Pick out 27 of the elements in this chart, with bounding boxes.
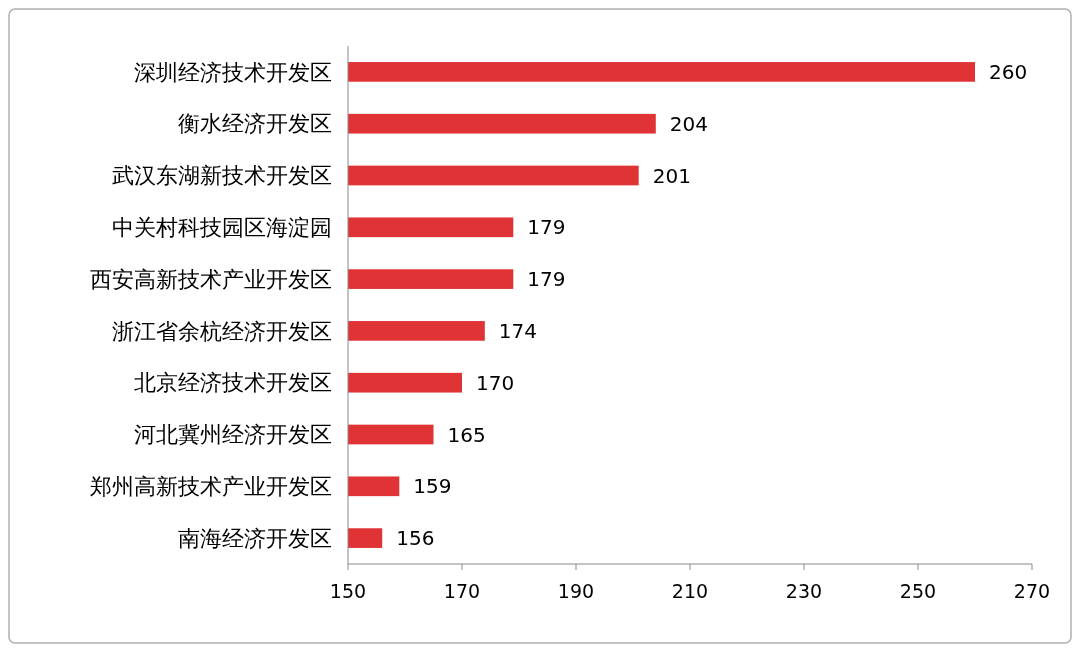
y-tick-label: 中关村科技园区海淀园: [112, 215, 332, 240]
y-tick-label: 南海经济开发区: [178, 525, 332, 551]
y-tick-label: 北京经济技术开发区: [134, 370, 332, 396]
data-label: 156: [396, 526, 435, 551]
data-label: 204: [669, 111, 708, 136]
data-label: 179: [527, 215, 566, 240]
y-tick-label: 浙江省余杭经济开发区: [112, 318, 332, 344]
data-label: 159: [413, 474, 452, 499]
y-tick-label: 衡水经济开发区: [178, 111, 332, 137]
data-label: 174: [498, 318, 537, 343]
x-tick-label: 150: [329, 580, 367, 602]
data-label: 201: [652, 163, 691, 188]
data-label: 170: [476, 370, 515, 395]
x-tick-label: 230: [785, 580, 823, 602]
x-tick-label: 170: [443, 580, 481, 602]
x-tick-label: 210: [671, 580, 709, 602]
y-tick-label: 武汉东湖新技术开发区: [112, 163, 332, 189]
y-tick-label: 深圳经济技术开发区: [134, 59, 332, 85]
y-tick-label: 郑州高新技术产业开发区: [90, 474, 332, 499]
x-tick-label: 250: [899, 580, 937, 602]
y-tick-label: 西安高新技术产业开发区: [90, 266, 332, 292]
x-tick-label: 190: [557, 580, 595, 602]
x-tick-label: 270: [1013, 580, 1051, 602]
data-label: 260: [989, 59, 1028, 84]
data-label: 179: [527, 267, 566, 292]
y-tick-label: 河北冀州经济开发区: [134, 422, 332, 448]
data-label: 165: [447, 422, 486, 447]
